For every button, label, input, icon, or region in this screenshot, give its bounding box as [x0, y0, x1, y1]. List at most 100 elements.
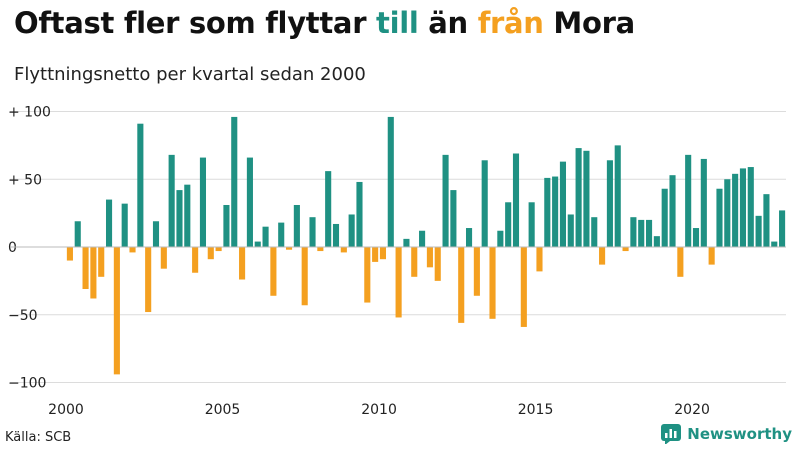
bar	[606, 160, 613, 247]
x-tick-label: 2010	[361, 402, 397, 418]
bar	[763, 194, 770, 247]
bar	[724, 179, 731, 247]
bar	[137, 123, 144, 247]
bar	[505, 202, 512, 247]
bar	[645, 219, 653, 247]
bar	[520, 247, 527, 327]
bar	[364, 247, 371, 303]
bar	[90, 247, 97, 299]
bar	[348, 214, 355, 247]
bar	[661, 188, 668, 247]
bar	[317, 247, 324, 252]
y-tick-label: + 50	[8, 172, 42, 188]
bar	[755, 215, 762, 247]
bar	[168, 154, 175, 247]
bar	[512, 153, 520, 247]
bar	[145, 247, 152, 313]
bar	[309, 217, 316, 247]
bar	[254, 241, 261, 247]
bar	[293, 204, 300, 247]
bar	[481, 160, 488, 247]
bar	[771, 241, 778, 247]
x-tick-label: 2015	[518, 402, 554, 418]
bar	[270, 247, 277, 296]
brand-name: Newsworthy	[687, 425, 792, 443]
bar	[74, 221, 81, 247]
bar	[82, 247, 89, 290]
bar	[184, 184, 191, 247]
bar	[599, 247, 606, 265]
bar	[450, 190, 457, 247]
bar	[434, 247, 441, 281]
bar	[653, 236, 660, 247]
bar	[575, 148, 582, 247]
brand-logo: Newsworthy	[661, 424, 792, 444]
x-tick-label: 2020	[674, 402, 710, 418]
bar	[356, 181, 363, 247]
bar	[395, 247, 402, 318]
bar	[152, 221, 160, 247]
bar	[732, 173, 739, 247]
y-tick-label: −100	[8, 376, 46, 392]
bar	[223, 204, 230, 247]
bar	[239, 247, 246, 280]
bar	[419, 230, 426, 247]
bar	[98, 247, 105, 277]
bar	[630, 217, 637, 247]
bar	[301, 247, 308, 306]
bar	[332, 223, 340, 247]
bar	[379, 247, 387, 260]
bar	[497, 230, 504, 247]
y-tick-label: + 100	[8, 105, 51, 121]
bar	[66, 247, 73, 261]
bar	[215, 247, 222, 252]
bar	[622, 247, 629, 252]
bar	[700, 158, 707, 247]
bar	[567, 214, 574, 247]
bar	[403, 238, 410, 247]
bar	[536, 247, 543, 272]
bar	[387, 116, 394, 247]
bar	[105, 199, 113, 247]
bar	[262, 226, 269, 247]
bar	[528, 202, 535, 247]
chart-title: Oftast fler som flyttar till än från Mor…	[14, 6, 635, 40]
bar	[638, 219, 645, 247]
bar	[372, 247, 379, 262]
bar	[207, 247, 214, 260]
title-word-in: till	[376, 6, 419, 40]
bar	[246, 157, 253, 247]
y-tick-label: 0	[8, 240, 17, 256]
bar	[121, 203, 128, 247]
bar	[614, 145, 621, 247]
bar	[442, 154, 449, 247]
bar	[192, 247, 199, 273]
bar	[458, 247, 465, 323]
x-tick-label: 2005	[205, 402, 241, 418]
source-note: Källa: SCB	[5, 430, 72, 445]
bar	[231, 116, 238, 247]
bar	[559, 161, 567, 247]
bar	[583, 150, 590, 247]
bar	[113, 247, 120, 375]
bar	[747, 167, 754, 247]
bar	[591, 217, 598, 247]
bar	[677, 247, 684, 277]
bar	[325, 171, 332, 247]
bar	[285, 247, 293, 250]
title-part-2: än	[418, 6, 478, 40]
bar	[685, 154, 692, 247]
bar	[779, 210, 786, 247]
bar	[489, 247, 496, 319]
bar	[552, 176, 559, 247]
y-tick-label: −50	[8, 308, 38, 324]
bar	[739, 168, 747, 247]
title-word-out: från	[477, 6, 544, 40]
bar	[160, 247, 167, 269]
bar	[465, 228, 473, 247]
bar	[692, 228, 700, 247]
bar	[708, 247, 715, 265]
bar	[473, 247, 480, 296]
bar	[176, 190, 183, 247]
